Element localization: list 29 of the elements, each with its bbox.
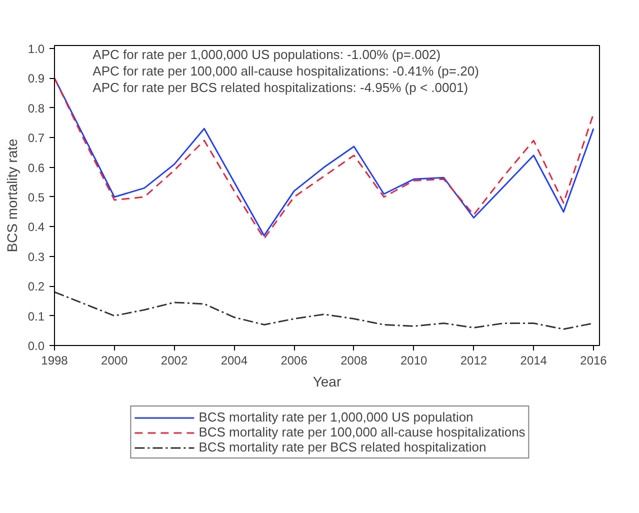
y-tick-label: 0.9 xyxy=(28,72,45,86)
x-tick-label: 2008 xyxy=(340,354,368,368)
x-axis-title: Year xyxy=(312,374,342,390)
annotation: APC for rate per 100,000 all-cause hospitalizations: -0.41% (p=.20) xyxy=(92,64,479,78)
y-tick-label: 0.6 xyxy=(28,160,45,175)
y-tick-label: 0.4 xyxy=(28,220,45,234)
y-tick-label: 0.2 xyxy=(28,280,45,294)
x-tick-label: 2016 xyxy=(580,354,608,368)
x-tick-label: 1998 xyxy=(41,354,68,368)
x-tick-label: 2014 xyxy=(520,354,548,368)
x-tick-label: 2004 xyxy=(220,354,248,368)
y-tick-label: 0.7 xyxy=(28,131,45,146)
legend-label: BCS mortality rate per 1,000,000 US population xyxy=(198,410,474,424)
y-tick-label: 0.1 xyxy=(28,309,45,324)
annotation: APC for rate per 1,000,000 US populations: -1.00% (p=.002) xyxy=(92,47,441,62)
legend-label: BCS mortality rate per BCS related hospitalization xyxy=(198,440,486,454)
y-tick-label: 0.5 xyxy=(28,190,45,204)
x-tick-label: 2002 xyxy=(160,354,188,368)
y-axis-title: BCS mortality rate xyxy=(4,138,20,252)
y-tick-label: 1.0 xyxy=(28,42,45,56)
x-tick-label: 2000 xyxy=(101,354,128,368)
annotation: APC for rate per BCS related hospitalizations: -4.95% (p < .0001) xyxy=(92,80,468,95)
y-tick-label: 0.8 xyxy=(28,101,45,116)
x-tick-label: 2006 xyxy=(280,354,308,368)
legend-label: BCS mortality rate per 100,000 all-cause hospitalizations xyxy=(198,424,526,440)
x-tick-label: 2010 xyxy=(400,354,428,368)
y-tick-label: 0.3 xyxy=(28,250,45,264)
y-tick-label: 0.0 xyxy=(28,339,45,353)
x-tick-label: 2012 xyxy=(460,354,488,368)
